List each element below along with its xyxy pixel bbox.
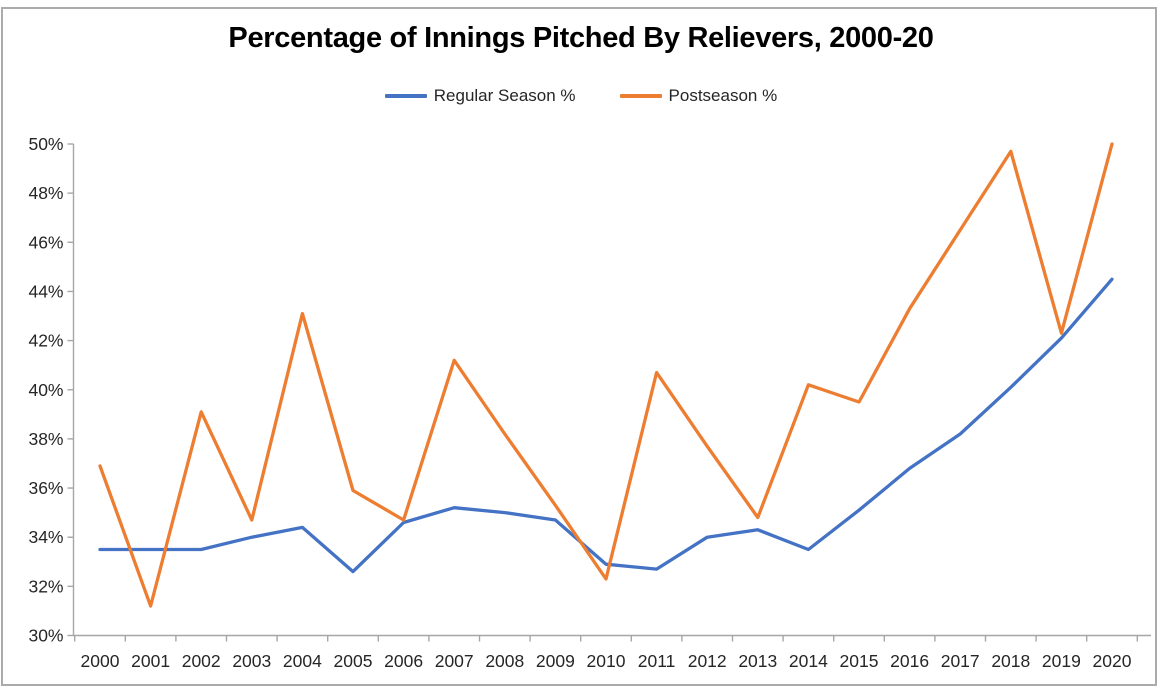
x-axis-tick-label: 2016 bbox=[890, 651, 929, 671]
legend-item-regular-season: Regular Season % bbox=[384, 86, 576, 106]
y-axis-tick-label: 50% bbox=[28, 134, 63, 154]
y-axis-tick-label: 36% bbox=[28, 478, 63, 498]
chart-border-frame bbox=[1, 7, 1157, 686]
x-axis-tick-label: 2013 bbox=[738, 651, 777, 671]
x-axis-tick-label: 2003 bbox=[232, 651, 271, 671]
x-axis-tick-label: 2012 bbox=[688, 651, 727, 671]
y-axis-tick-label: 44% bbox=[28, 281, 63, 301]
regular-season-line bbox=[98, 277, 1114, 574]
y-axis-tick-label: 32% bbox=[28, 576, 63, 596]
x-axis-tick-label: 2017 bbox=[941, 651, 980, 671]
legend-swatch-regular-season-line bbox=[384, 94, 427, 98]
x-axis-tick-label: 2014 bbox=[789, 651, 828, 671]
x-axis-tick-label: 2004 bbox=[283, 651, 322, 671]
x-axis-tick-label: 2006 bbox=[384, 651, 423, 671]
x-axis-tick-label: 2019 bbox=[1042, 651, 1081, 671]
x-axis-tick-label: 2015 bbox=[840, 651, 879, 671]
y-axis-tick-label: 40% bbox=[28, 380, 63, 400]
x-axis-tick-label: 2001 bbox=[131, 651, 170, 671]
legend-label-regular-season: Regular Season % bbox=[433, 86, 576, 105]
x-axis-tick-label: 2020 bbox=[1093, 651, 1132, 671]
x-axis-tick-label: 2007 bbox=[435, 651, 474, 671]
postseason-line bbox=[98, 142, 1114, 608]
legend-swatch-postseason-line bbox=[619, 94, 662, 98]
chart-legend: Regular Season % Postseason % bbox=[0, 86, 1162, 106]
y-axis-tick-label: 48% bbox=[28, 183, 63, 203]
x-axis-tick-label: 2010 bbox=[587, 651, 626, 671]
chart-title: Percentage of Innings Pitched By Relieve… bbox=[228, 22, 934, 54]
x-axis-tick-label: 2005 bbox=[334, 651, 373, 671]
y-axis-tick-label: 30% bbox=[28, 626, 63, 646]
legend-item-postseason: Postseason % bbox=[619, 86, 778, 106]
y-axis-tick-label: 38% bbox=[28, 429, 63, 449]
y-axis-tick-label: 42% bbox=[28, 331, 63, 351]
x-axis-tick-label: 2008 bbox=[485, 651, 524, 671]
x-axis-tick-label: 2009 bbox=[536, 651, 575, 671]
x-axis-tick-label: 2011 bbox=[638, 651, 676, 671]
y-axis-tick-label: 46% bbox=[28, 232, 63, 252]
x-axis-tick-label: 2000 bbox=[81, 651, 120, 671]
x-axis-tick-label: 2018 bbox=[991, 651, 1030, 671]
legend-label-postseason: Postseason % bbox=[668, 86, 778, 105]
x-axis-tick-label: 2002 bbox=[182, 651, 221, 671]
y-axis-tick-label: 34% bbox=[28, 527, 63, 547]
